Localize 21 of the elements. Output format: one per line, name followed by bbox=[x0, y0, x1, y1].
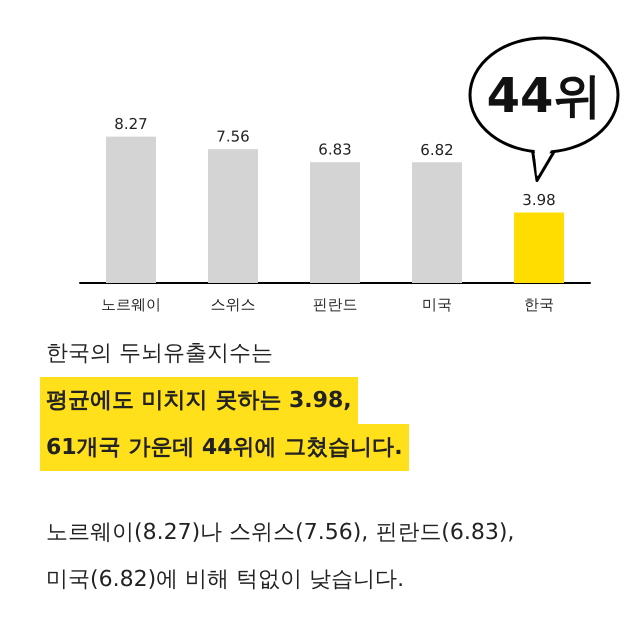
text: 61개국 가운데 44위에 그쳤습니다. bbox=[40, 424, 409, 471]
x-tick-label: 핀란드 bbox=[312, 296, 358, 314]
data-label: 3.98 bbox=[522, 191, 556, 210]
annotation: 44위 bbox=[486, 68, 602, 124]
text: 평균에도 미치지 못하는 3.98, bbox=[40, 377, 358, 424]
bar bbox=[412, 162, 462, 283]
x-tick-label: 스위스 bbox=[210, 296, 256, 314]
x-tick-label: 미국 bbox=[422, 296, 452, 314]
x-tick-label: 노르웨이 bbox=[101, 296, 161, 314]
bar bbox=[514, 212, 564, 283]
bar bbox=[310, 162, 360, 283]
x-tick-label: 한국 bbox=[524, 296, 554, 314]
text: 노르웨이(8.27)나 스위스(7.56), 핀란드(6.83), bbox=[45, 519, 516, 547]
data-label: 7.56 bbox=[216, 128, 250, 146]
bar bbox=[106, 136, 156, 283]
text: 한국의 두뇌유출지수는 bbox=[45, 340, 274, 368]
data-label: 6.82 bbox=[420, 140, 454, 159]
data-label: 6.83 bbox=[318, 140, 352, 159]
data-label: 8.27 bbox=[114, 115, 148, 134]
text: 미국(6.82)에 비해 턱없이 낮습니다. bbox=[45, 566, 406, 594]
bar bbox=[208, 149, 258, 283]
